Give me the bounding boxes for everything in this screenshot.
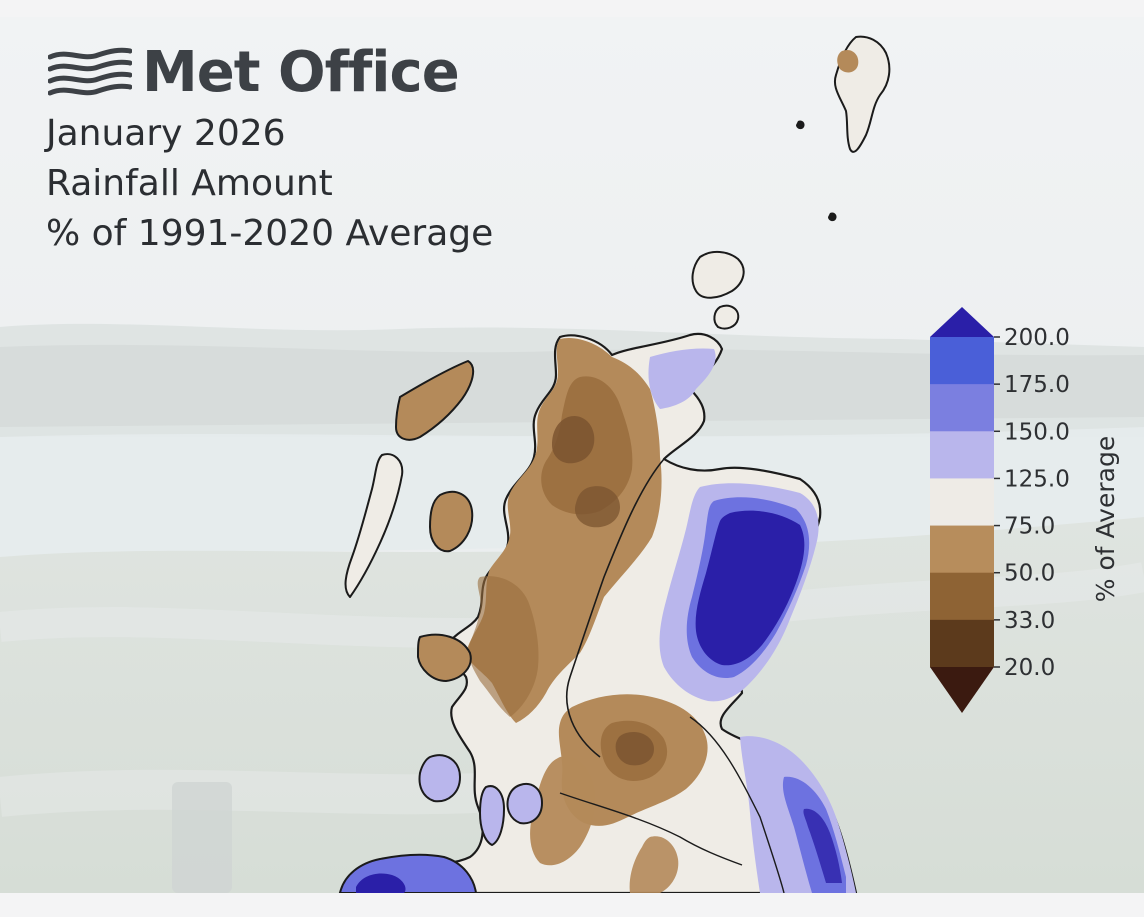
legend-colorbar: 200.0 175.0 150.0 125.0 75.0 50.0 33.0 20.0 % o… bbox=[930, 307, 1120, 713]
borders-dry-patch bbox=[629, 836, 679, 893]
legend-tick-label: 50.0 bbox=[1004, 561, 1055, 587]
internal-boundary-2 bbox=[689, 716, 785, 893]
rainfall-regions bbox=[338, 35, 891, 893]
orkney-islands-west bbox=[713, 304, 740, 330]
grampian-wet-high bbox=[695, 510, 805, 666]
map-title: January 2026 Rainfall Amount % of 1991-2… bbox=[46, 109, 493, 259]
legend-tick-label: 75.0 bbox=[1004, 514, 1055, 540]
title-variable: Rainfall Amount bbox=[46, 163, 333, 204]
outer-hebrides-north bbox=[395, 360, 475, 441]
outer-hebrides-south bbox=[344, 453, 404, 598]
legend-band-3 bbox=[930, 431, 994, 479]
shetland-dry-patch bbox=[837, 49, 859, 73]
legend-tick-label: 150.0 bbox=[1004, 419, 1070, 445]
kintyre-peninsula bbox=[479, 785, 505, 846]
scotland-rainfall-map bbox=[338, 35, 891, 893]
legend-tick-label: 125.0 bbox=[1004, 466, 1070, 492]
legend-tick-label: 175.0 bbox=[1004, 372, 1070, 398]
highlands-dry-dark-1 bbox=[552, 415, 595, 464]
orkney-islands bbox=[691, 251, 745, 299]
internal-boundary-1 bbox=[565, 458, 665, 758]
legend-band-under bbox=[930, 667, 994, 713]
southwest-dry-region bbox=[530, 756, 596, 866]
met-office-waves-icon bbox=[48, 47, 132, 96]
met-office-brand: Met Office bbox=[48, 40, 460, 105]
legend-tick-label: 20.0 bbox=[1004, 655, 1055, 681]
legend-tick-label: 33.0 bbox=[1004, 608, 1055, 634]
rainfall-map-figure: 200.0 175.0 150.0 125.0 75.0 50.0 33.0 20.0 % o… bbox=[0, 17, 1144, 893]
northern-ireland-wet-high bbox=[356, 873, 406, 893]
legend-label: % of Average bbox=[1091, 436, 1120, 602]
west-coast-dry-strip bbox=[468, 576, 539, 717]
caithness-wet-light bbox=[648, 348, 716, 409]
fair-isle bbox=[796, 120, 805, 130]
legend-band-2 bbox=[930, 384, 994, 432]
legend-band-over bbox=[930, 307, 994, 337]
mull-island bbox=[417, 633, 472, 682]
skye-island bbox=[429, 490, 474, 553]
highlands-dry-dark-2 bbox=[574, 486, 620, 528]
central-belt-dry-dark bbox=[615, 731, 654, 766]
brand-name: Met Office bbox=[142, 40, 460, 105]
legend-band-4 bbox=[930, 478, 994, 527]
legend-band-7 bbox=[930, 619, 994, 668]
internal-boundary-3 bbox=[559, 792, 743, 866]
northeast-england-wet-high bbox=[803, 808, 842, 883]
legend-band-5 bbox=[930, 525, 994, 574]
title-baseline: % of 1991-2020 Average bbox=[46, 213, 494, 254]
foula-isle bbox=[828, 212, 837, 222]
legend-tick-label: 200.0 bbox=[1004, 325, 1070, 351]
islay-island bbox=[418, 754, 461, 803]
legend-band-6 bbox=[930, 572, 994, 621]
arran-island bbox=[506, 783, 543, 825]
legend-band-1 bbox=[930, 337, 994, 385]
title-month: January 2026 bbox=[46, 113, 286, 154]
legend-bands: 200.0 175.0 150.0 125.0 75.0 50.0 33.0 20.0 bbox=[930, 307, 1070, 713]
